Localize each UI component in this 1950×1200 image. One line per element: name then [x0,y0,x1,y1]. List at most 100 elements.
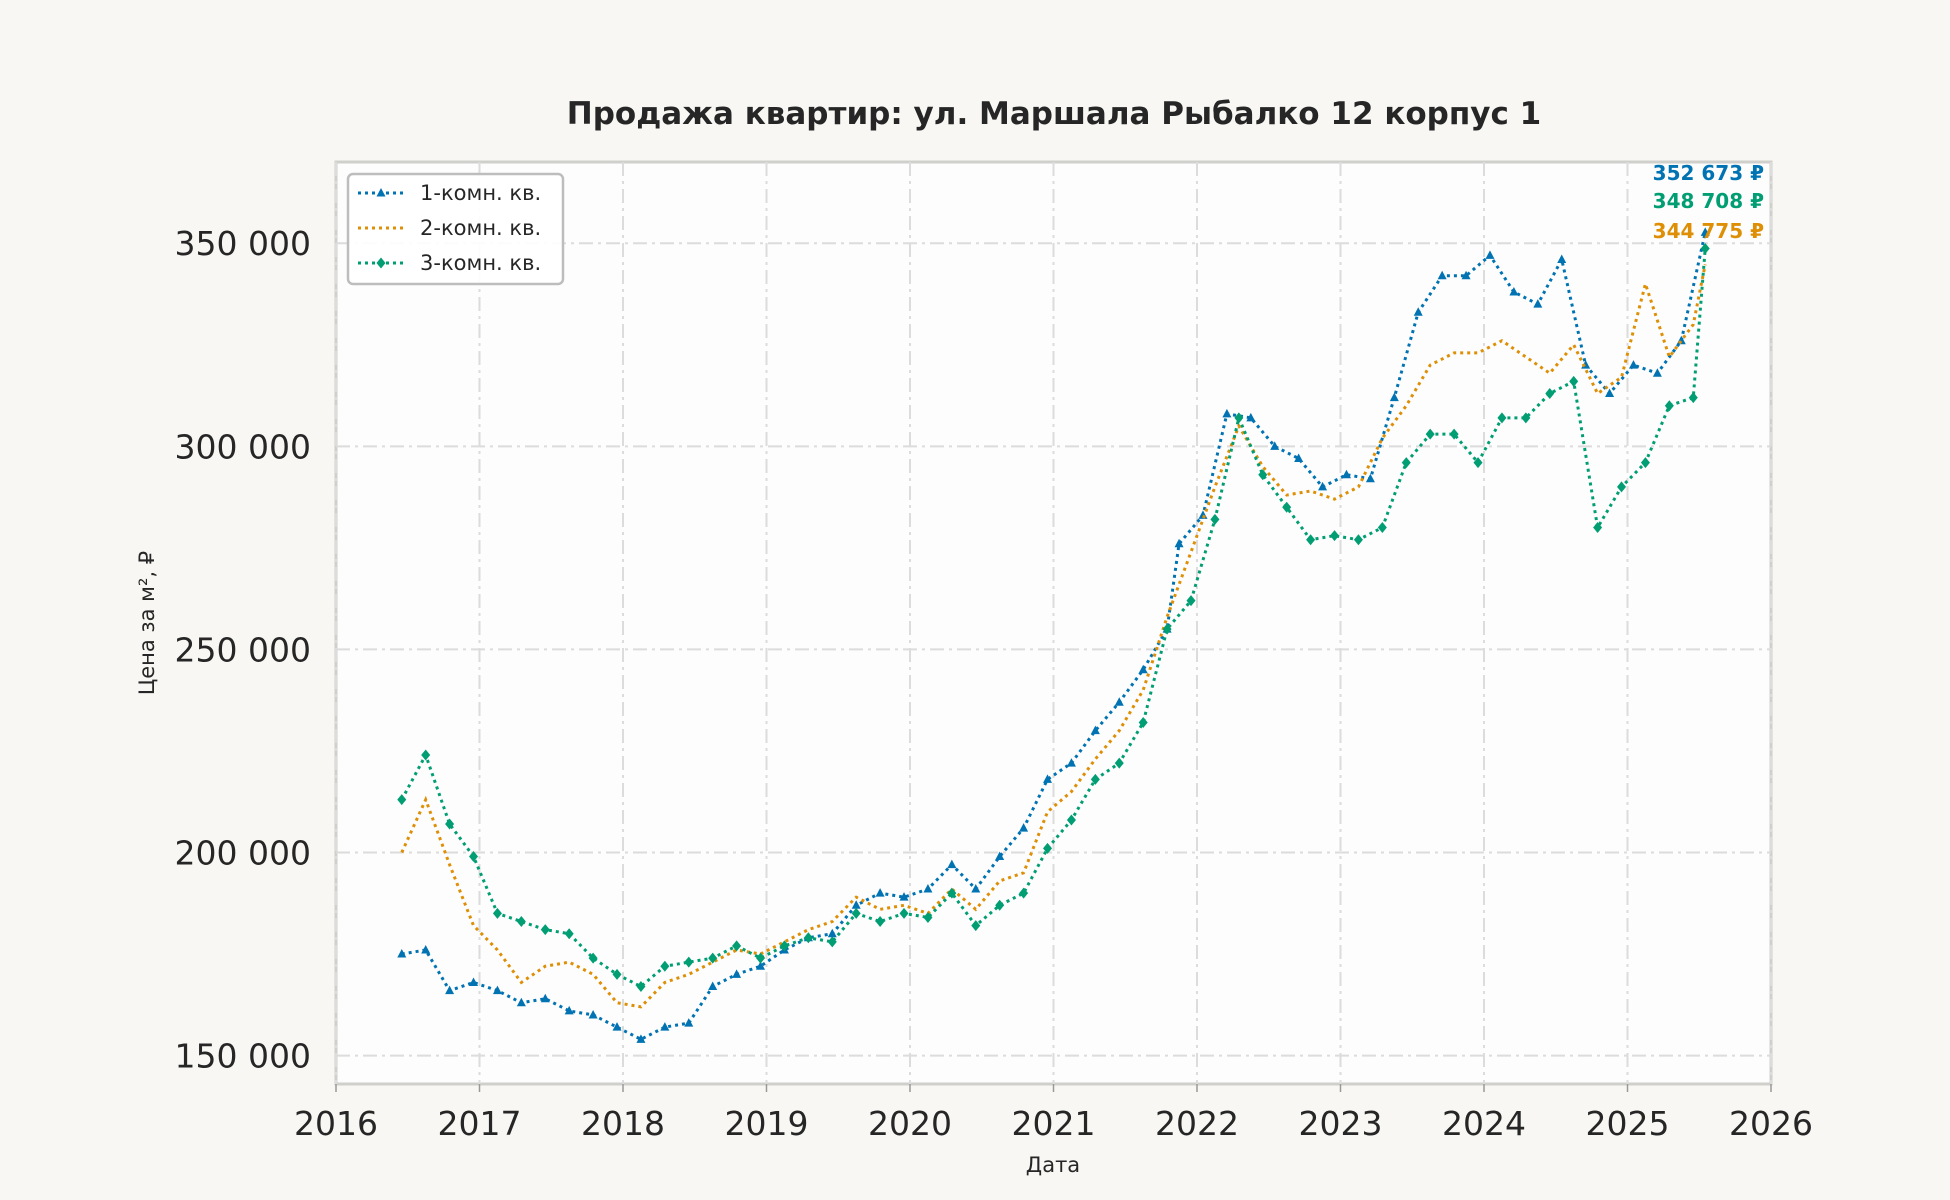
data-point [1377,522,1387,534]
data-point [708,981,718,991]
grid [335,162,1772,1084]
data-point [851,907,861,919]
data-point [1318,481,1328,491]
data-point [756,952,766,964]
data-point [732,969,742,978]
x-axis-label: Дата [1026,1153,1080,1177]
data-point [1365,473,1375,483]
x-tick-label: 2021 [1012,1104,1096,1143]
data-point [827,936,837,948]
data-point [397,949,407,958]
series-line [400,248,1707,989]
data-point [684,956,694,968]
data-point [1043,842,1053,854]
x-tick-label: 2023 [1299,1104,1383,1143]
data-point [636,1034,646,1043]
x-tick-label: 2020 [868,1104,952,1143]
data-point [660,960,670,972]
data-point [1114,697,1124,706]
data-point [1282,501,1292,513]
data-point [1222,408,1232,418]
data-point [971,884,981,893]
series-3 [397,242,1710,993]
data-point [899,907,909,919]
data-point [1497,412,1507,424]
y-tick-label: 300 000 [175,427,311,466]
data-point [1461,270,1471,280]
legend-label: 2-комн. кв. [420,216,541,240]
data-point [1425,428,1435,440]
data-point [1700,227,1710,236]
data-point [851,900,861,909]
data-point [1664,400,1674,412]
data-point [947,887,957,899]
data-point [445,985,455,995]
end-labels: 352 673 ₽ 348 708 ₽ 344 775 ₽ [1653,161,1764,243]
data-point [1640,457,1650,469]
data-point [1688,392,1698,404]
data-point [660,1022,670,1031]
x-tick-label: 2019 [725,1104,809,1143]
data-point [1234,412,1244,424]
data-point [732,940,742,952]
data-point [564,1005,574,1015]
x-tick-label: 2017 [438,1104,522,1143]
data-point [923,911,933,923]
x-tick-label: 2022 [1155,1104,1239,1143]
y-axis-label: Цена за м², ₽ [135,551,159,695]
data-point [708,952,718,964]
data-point [1162,623,1172,635]
data-point [1210,513,1220,525]
data-point [1294,453,1304,463]
legend-marker [376,257,386,269]
data-point [1401,457,1411,469]
data-point [995,851,1005,861]
data-point [1700,242,1710,254]
data-point [803,932,813,944]
data-point [1545,388,1555,400]
series-group [397,227,1710,1043]
data-point [1330,530,1340,542]
legend: 1-комн. кв. 2-комн. кв. 3-комн. кв. [346,172,565,286]
data-point [1186,595,1196,607]
data-point [540,924,550,936]
data-point [875,916,885,928]
data-point [1138,664,1148,674]
data-point [1306,534,1316,546]
data-point [1652,368,1662,377]
data-point [1509,286,1519,296]
data-point [1533,299,1543,308]
data-point [516,916,526,928]
data-point [1413,307,1423,316]
data-point [1043,774,1053,783]
data-point [445,818,455,830]
data-point [612,1022,622,1031]
data-point [1246,412,1256,422]
data-point [1593,522,1603,534]
data-point [1138,717,1148,729]
data-point [1341,469,1351,479]
x-ticks: 2016 2017 2018 2019 2020 2021 2022 2023 2024 2025… [294,1084,1813,1143]
y-tick-label: 250 000 [175,630,311,669]
data-point [995,899,1005,911]
data-point [1066,814,1076,826]
data-point [1569,375,1579,387]
data-point [564,928,574,940]
data-point [1617,481,1627,493]
data-point [899,892,909,901]
data-point [947,859,957,869]
data-point [516,997,526,1007]
data-point [971,920,981,932]
data-point [923,884,933,893]
data-point [1628,360,1638,369]
data-point [1066,758,1076,767]
data-point [684,1018,694,1027]
data-point [827,928,837,938]
data-point [1605,388,1615,398]
data-point [1353,534,1363,546]
data-point [756,961,766,970]
data-point [1485,250,1495,259]
data-point [1557,254,1567,263]
end-label-3: 348 708 ₽ [1653,189,1764,213]
